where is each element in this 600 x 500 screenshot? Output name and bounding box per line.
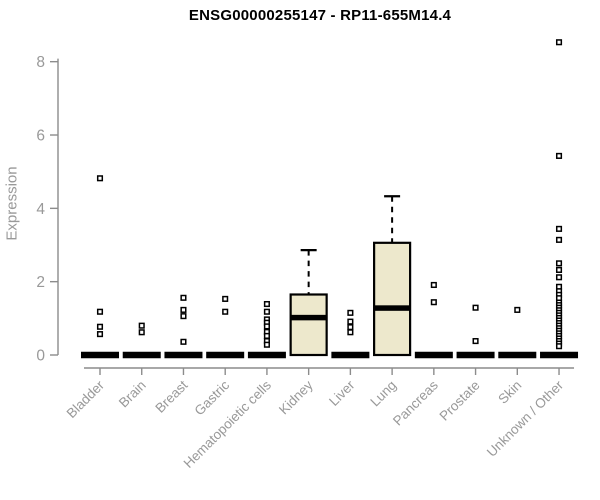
box-collapsed-hematopoietic-cells — [247, 351, 286, 359]
outlier-unknown-other — [555, 236, 563, 243]
outlier-breast — [180, 338, 187, 345]
x-axis-label-bladder: Bladder — [64, 377, 108, 421]
box-collapsed-bladder — [81, 351, 119, 359]
y-tick-label: 6 — [36, 128, 45, 145]
box-collapsed-gastric — [206, 351, 245, 359]
box-collapsed-breast — [164, 351, 203, 359]
outlier-bladder — [96, 331, 104, 338]
outlier-unknown-other — [555, 343, 563, 350]
box-collapsed-brain — [122, 351, 161, 359]
median-lung — [374, 305, 411, 311]
y-tick-label: 4 — [36, 201, 45, 218]
x-axis-label-brain: Brain — [116, 378, 149, 411]
outlier-gastric — [222, 308, 229, 315]
x-axis-label-liver: Liver — [326, 377, 358, 409]
outlier-unknown-other — [555, 260, 563, 267]
x-axis-label-breast: Breast — [152, 377, 190, 415]
outlier-breast — [180, 313, 187, 320]
outlier-hematopoietic-cells — [263, 308, 270, 315]
y-tick-label: 2 — [36, 274, 45, 291]
outlier-breast — [180, 294, 187, 301]
outlier-brain — [138, 322, 145, 329]
x-axis-label-gastric: Gastric — [191, 377, 232, 418]
outlier-bladder — [96, 323, 104, 330]
outlier-unknown-other — [555, 266, 563, 273]
outlier-unknown-other — [555, 152, 563, 159]
outlier-pancreas — [430, 299, 437, 306]
outlier-hematopoietic-cells — [263, 332, 270, 339]
box-collapsed-liver — [331, 351, 370, 359]
outlier-bladder — [96, 175, 104, 182]
outlier-prostate — [472, 304, 479, 311]
x-axis-label-prostate: Prostate — [437, 378, 483, 424]
outlier-liver — [347, 309, 354, 316]
x-axis-label-skin: Skin — [495, 378, 524, 407]
outlier-hematopoietic-cells — [263, 300, 270, 308]
y-tick-label: 0 — [36, 348, 45, 365]
outlier-hematopoietic-cells — [263, 323, 270, 330]
outlier-gastric — [222, 295, 229, 302]
outlier-hematopoietic-cells — [263, 341, 270, 348]
outlier-liver — [347, 324, 354, 331]
x-axis-label-lung: Lung — [367, 378, 399, 410]
y-tick-label: 8 — [36, 54, 45, 71]
x-axis-label-pancreas: Pancreas — [390, 377, 441, 428]
box-kidney — [289, 293, 328, 357]
outlier-liver — [347, 318, 354, 325]
box-collapsed-skin — [498, 351, 537, 359]
outlier-liver — [347, 329, 354, 336]
x-axis-label-unknown-other: Unknown / Other — [484, 377, 567, 460]
outlier-prostate — [472, 338, 479, 345]
outlier-unknown-other — [555, 39, 563, 46]
box-lung — [373, 241, 412, 357]
outlier-breast — [180, 306, 187, 313]
outlier-unknown-other — [555, 225, 563, 232]
median-kidney — [290, 314, 327, 321]
outlier-bladder — [96, 308, 104, 315]
outlier-skin — [514, 306, 521, 313]
x-axis-label-kidney: Kidney — [276, 377, 316, 417]
box-collapsed-prostate — [456, 351, 495, 359]
box-collapsed-unknown-other — [540, 351, 579, 359]
outlier-pancreas — [430, 281, 437, 289]
outlier-brain — [138, 329, 145, 336]
chart-title: ENSG00000255147 - RP11-655M14.4 — [188, 7, 452, 24]
box-collapsed-pancreas — [414, 351, 453, 359]
outlier-unknown-other — [555, 274, 563, 281]
